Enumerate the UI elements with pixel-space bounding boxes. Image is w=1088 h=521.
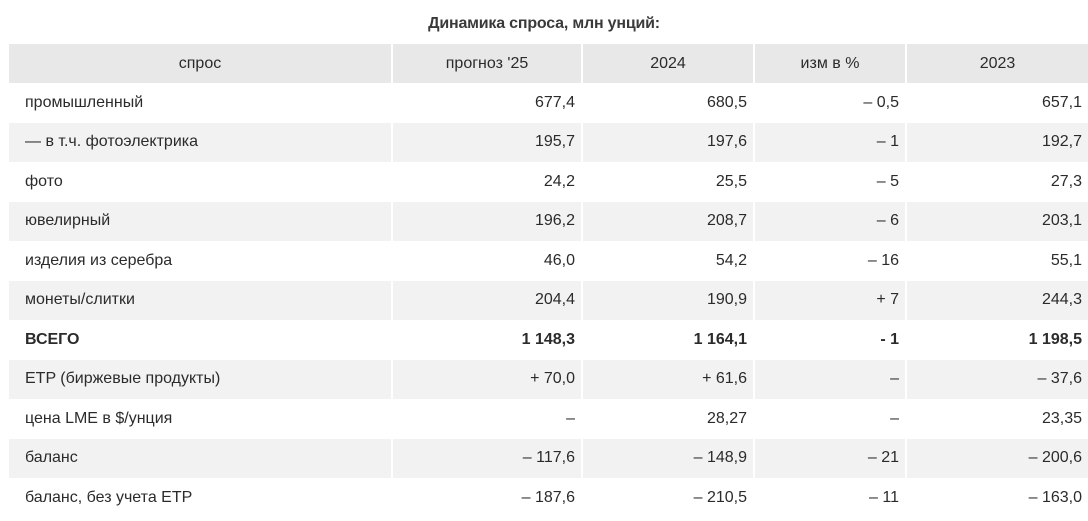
cell-forecast-25: – — [393, 399, 581, 439]
cell-2023: – 200,6 — [907, 438, 1088, 478]
cell-forecast-25: + 70,0 — [393, 359, 581, 399]
cell-2024: 680,5 — [583, 83, 753, 123]
cell-change: + 7 — [755, 280, 905, 320]
cell-change: – 1 — [755, 122, 905, 162]
table-row: промышленный 677,4 680,5 – 0,5 657,1 — [9, 83, 1088, 123]
cell-2023: – 37,6 — [907, 359, 1088, 399]
cell-2024: 190,9 — [583, 280, 753, 320]
table-title: Динамика спроса, млн унций: — [428, 15, 660, 32]
table-row: — в т.ч. фотоэлектрика 195,7 197,6 – 1 1… — [9, 122, 1088, 162]
cell-2024: 28,27 — [583, 399, 753, 439]
header-2024: 2024 — [583, 44, 753, 83]
cell-change: – — [755, 399, 905, 439]
cell-forecast-25: – 117,6 — [393, 438, 581, 478]
cell-2023: – 163,0 — [907, 478, 1088, 518]
cell-2024: + 61,6 — [583, 359, 753, 399]
cell-forecast-25: 195,7 — [393, 122, 581, 162]
cell-2024: 1 164,1 — [583, 320, 753, 360]
cell-2023: 657,1 — [907, 83, 1088, 123]
cell-2023: 203,1 — [907, 201, 1088, 241]
row-label: изделия из серебра — [9, 241, 391, 281]
cell-2024: 25,5 — [583, 162, 753, 202]
cell-2024: 197,6 — [583, 122, 753, 162]
cell-2023: 244,3 — [907, 280, 1088, 320]
cell-change: – 6 — [755, 201, 905, 241]
cell-forecast-25: 677,4 — [393, 83, 581, 123]
table-row: ювелирный 196,2 208,7 – 6 203,1 — [9, 201, 1088, 241]
row-label: баланс, без учета ETP — [9, 478, 391, 518]
row-label: цена LME в $/унция — [9, 399, 391, 439]
cell-forecast-25: 46,0 — [393, 241, 581, 281]
cell-forecast-25: 24,2 — [393, 162, 581, 202]
cell-forecast-25: 204,4 — [393, 280, 581, 320]
cell-2024: 208,7 — [583, 201, 753, 241]
cell-change: – 21 — [755, 438, 905, 478]
cell-2023: 27,3 — [907, 162, 1088, 202]
cell-2023: 1 198,5 — [907, 320, 1088, 360]
row-label: баланс — [9, 438, 391, 478]
row-label: фото — [9, 162, 391, 202]
row-label: ювелирный — [9, 201, 391, 241]
header-2023: 2023 — [907, 44, 1088, 83]
cell-change: – 11 — [755, 478, 905, 518]
table-row: цена LME в $/унция – 28,27 – 23,35 — [9, 399, 1088, 439]
cell-2023: 55,1 — [907, 241, 1088, 281]
row-label: — в т.ч. фотоэлектрика — [9, 122, 391, 162]
table-row: ETP (биржевые продукты) + 70,0 + 61,6 – … — [9, 359, 1088, 399]
header-demand: спрос — [9, 44, 391, 83]
cell-change: – 16 — [755, 241, 905, 281]
cell-2024: – 148,9 — [583, 438, 753, 478]
table-row-total: ВСЕГО 1 148,3 1 164,1 - 1 1 198,5 — [9, 320, 1088, 360]
cell-change: - 1 — [755, 320, 905, 360]
demand-table: спрос прогноз '25 2024 изм в % 2023 пром… — [7, 44, 1088, 518]
cell-2023: 23,35 — [907, 399, 1088, 439]
cell-forecast-25: – 187,6 — [393, 478, 581, 518]
table-row: монеты/слитки 204,4 190,9 + 7 244,3 — [9, 280, 1088, 320]
row-label: ВСЕГО — [9, 320, 391, 360]
cell-2024: 54,2 — [583, 241, 753, 281]
cell-2024: – 210,5 — [583, 478, 753, 518]
cell-change: – — [755, 359, 905, 399]
header-forecast-25: прогноз '25 — [393, 44, 581, 83]
table-row: баланс, без учета ETP – 187,6 – 210,5 – … — [9, 478, 1088, 518]
cell-change: – 0,5 — [755, 83, 905, 123]
table-row: изделия из серебра 46,0 54,2 – 16 55,1 — [9, 241, 1088, 281]
header-row: спрос прогноз '25 2024 изм в % 2023 — [9, 44, 1088, 83]
table-row: баланс – 117,6 – 148,9 – 21 – 200,6 — [9, 438, 1088, 478]
cell-forecast-25: 196,2 — [393, 201, 581, 241]
row-label: ETP (биржевые продукты) — [9, 359, 391, 399]
table-row: фото 24,2 25,5 – 5 27,3 — [9, 162, 1088, 202]
cell-2023: 192,7 — [907, 122, 1088, 162]
cell-change: – 5 — [755, 162, 905, 202]
row-label: промышленный — [9, 83, 391, 123]
header-change-pct: изм в % — [755, 44, 905, 83]
cell-forecast-25: 1 148,3 — [393, 320, 581, 360]
row-label: монеты/слитки — [9, 280, 391, 320]
